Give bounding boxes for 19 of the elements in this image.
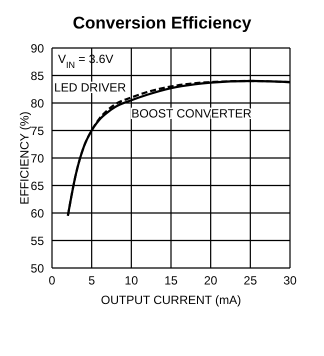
x-tick-label: 30 [283, 274, 297, 288]
x-tick-label: 15 [164, 274, 178, 288]
x-tick-label: 25 [244, 274, 258, 288]
y-tick-label: 75 [30, 124, 44, 138]
y-tick-label: 65 [30, 178, 44, 193]
y-tick-label: 85 [30, 68, 44, 83]
y-tick-label: 50 [30, 261, 44, 276]
x-tick-label: 10 [124, 274, 138, 288]
x-tick-label: 5 [88, 274, 96, 288]
y-tick-label: 80 [30, 96, 44, 110]
y-tick-label: 60 [30, 206, 44, 220]
x-tick-label: 0 [48, 274, 56, 288]
y-tick-label: 90 [30, 41, 44, 56]
chart-title: Conversion Efficiency [72, 13, 252, 32]
y-axis-title: EFFICIENCY (%) [17, 111, 32, 205]
x-axis-title: OUTPUT CURRENT (mA) [100, 293, 242, 307]
y-tick-label: 55 [30, 234, 44, 248]
y-tick-label: 70 [30, 151, 44, 166]
x-tick-label: 20 [204, 274, 218, 288]
